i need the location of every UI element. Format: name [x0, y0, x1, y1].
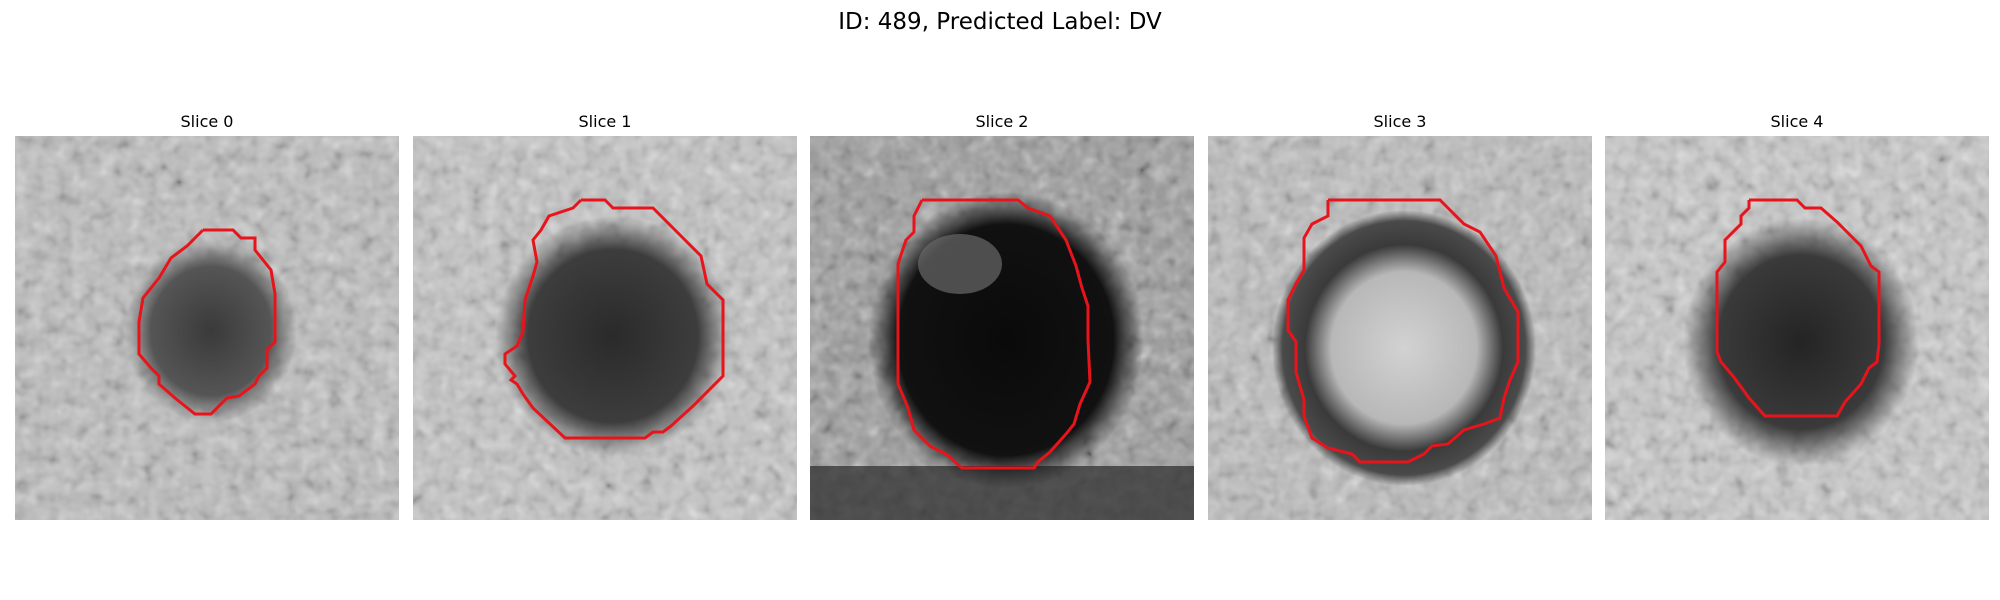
slice-3-svg [1208, 136, 1592, 520]
slice-0-contour [137, 228, 277, 416]
panel-slice-2: Slice 2 [810, 108, 1194, 520]
slice-1-contour [503, 198, 725, 440]
slice-3-title: Slice 3 [1373, 112, 1427, 131]
panel-slice-1: Slice 1 [413, 108, 797, 520]
slice-1-title: Slice 1 [578, 112, 632, 131]
panel-slice-3: Slice 3 [1208, 108, 1592, 520]
slice-0-dark-region [125, 239, 297, 423]
panel-slice-0: Slice 0 [15, 108, 399, 520]
slice-2-contour [896, 198, 1092, 470]
figure-title: ID: 489, Predicted Label: DV [838, 9, 1162, 35]
slice-4-title: Slice 4 [1770, 112, 1824, 131]
slice-4-contour [1715, 198, 1881, 418]
slice-2-bright-spot [918, 234, 1002, 294]
slice-3-image [1208, 136, 1592, 520]
slice-0-image [15, 136, 399, 520]
slice-4-dark-region [1683, 218, 1919, 466]
slice-0-title: Slice 0 [180, 112, 234, 131]
slice-3-ring-region [1272, 210, 1536, 486]
slice-1-svg [413, 136, 797, 520]
slice-4-image [1605, 136, 1989, 520]
slice-2-title: Slice 2 [975, 112, 1029, 131]
slice-1-dark-region [495, 216, 731, 456]
slice-0-svg [15, 136, 399, 520]
panel-slice-4: Slice 4 [1605, 108, 1989, 520]
slice-1-image [413, 136, 797, 520]
slice-4-svg [1605, 136, 1989, 520]
slice-3-contour [1286, 198, 1520, 464]
slice-2-image [810, 136, 1194, 520]
slice-2-svg [810, 136, 1194, 520]
